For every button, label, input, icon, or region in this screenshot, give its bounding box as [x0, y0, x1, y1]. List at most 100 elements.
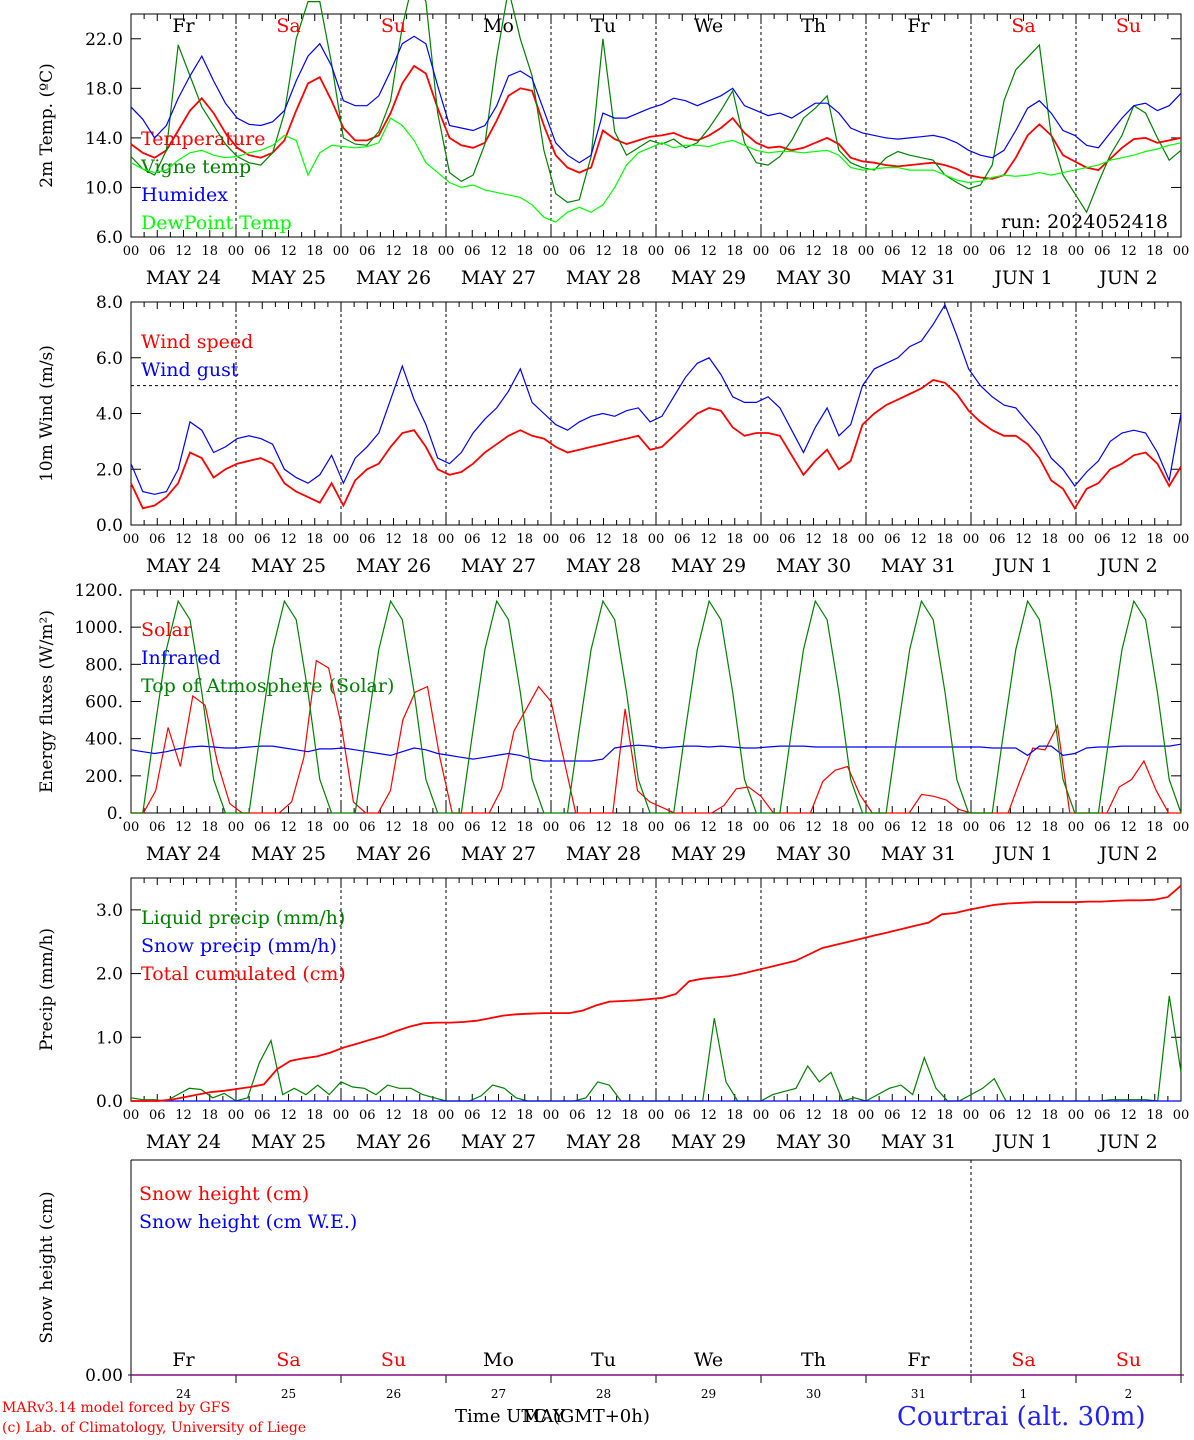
hour-label: 06: [989, 820, 1006, 835]
hour-label: 00: [438, 820, 455, 835]
date-label: MAY 27: [461, 843, 536, 865]
hour-label: 00: [123, 820, 140, 835]
y-tick-label: 0.: [107, 804, 123, 824]
y-axis-label: Snow height (cm): [37, 1191, 57, 1343]
legend-entry: Snow height (cm): [139, 1183, 309, 1205]
hour-label: 18: [411, 532, 428, 547]
hour-label: 12: [175, 532, 192, 547]
hour-label: 18: [516, 820, 533, 835]
day-number: 24: [176, 1387, 192, 1401]
day-name: Su: [381, 1349, 406, 1371]
day-number: 28: [596, 1387, 611, 1401]
hour-label: 06: [569, 1108, 586, 1123]
day-number: 1: [1020, 1387, 1028, 1401]
hour-label: 06: [779, 1108, 796, 1123]
y-axis-label: 10m Wind (m/s): [37, 345, 57, 482]
hour-label: 00: [858, 1108, 875, 1123]
hour-label: 18: [621, 820, 638, 835]
hour-label: 00: [963, 820, 980, 835]
series-line-3: [131, 884, 1182, 1102]
hour-label: 12: [700, 244, 717, 259]
series-line-2: [130, 0, 1182, 214]
hour-label: 18: [1041, 820, 1058, 835]
hour-label: 00: [333, 1108, 350, 1123]
y-tick-label: 10.0: [85, 178, 123, 198]
hour-label: 00: [333, 820, 350, 835]
hour-label: 06: [149, 820, 166, 835]
y-tick-label: 4.0: [96, 405, 123, 425]
y-tick-label: 0.00: [85, 1366, 123, 1386]
day-name: We: [694, 15, 723, 37]
date-label: MAY 27: [461, 267, 536, 289]
hour-label: 12: [1120, 244, 1137, 259]
hour-label: 06: [884, 1108, 901, 1123]
hour-label: 06: [359, 532, 376, 547]
date-label: MAY 27: [461, 1131, 536, 1153]
hour-label: 12: [175, 820, 192, 835]
day-name: Fr: [172, 15, 195, 37]
credit-line-1: MARv3.14 model forced by GFS: [2, 1400, 231, 1416]
hour-label: 06: [1094, 244, 1111, 259]
hour-label: 18: [306, 532, 323, 547]
hour-label: 06: [149, 244, 166, 259]
x-axis-title-overlap: MAY: [522, 1406, 565, 1427]
hour-label: 18: [1146, 244, 1163, 259]
hour-label: 00: [1068, 244, 1085, 259]
hour-label: 00: [963, 532, 980, 547]
legend-entry: Humidex: [141, 184, 228, 206]
day-name: Tu: [591, 1349, 616, 1371]
hour-label: 18: [621, 1108, 638, 1123]
date-label: MAY 26: [356, 267, 431, 289]
legend-entry: Wind gust: [141, 359, 239, 381]
day-name: Mo: [483, 15, 514, 37]
x-axis-title: Time UTC (GMT+0h): [455, 1406, 650, 1427]
hour-label: 18: [831, 1108, 848, 1123]
date-label: MAY 27: [461, 555, 536, 577]
hour-label: 12: [280, 244, 297, 259]
legend-entry: Liquid precip (mm/h): [141, 907, 345, 929]
hour-label: 06: [254, 820, 271, 835]
date-label: MAY 26: [356, 1131, 431, 1153]
hour-label: 12: [490, 532, 507, 547]
date-label: JUN 2: [1097, 843, 1157, 865]
hour-label: 12: [385, 244, 402, 259]
hour-label: 18: [1041, 532, 1058, 547]
y-axis-label: Precip (mm/h): [37, 928, 57, 1051]
series-line-3: [130, 35, 1182, 164]
hour-label: 06: [254, 1108, 271, 1123]
hour-label: 18: [411, 1108, 428, 1123]
hour-label: 12: [700, 1108, 717, 1123]
hour-label: 18: [411, 820, 428, 835]
hour-label: 18: [516, 244, 533, 259]
hour-label: 18: [1146, 820, 1163, 835]
hour-label: 12: [175, 244, 192, 259]
hour-label: 18: [726, 244, 743, 259]
y-tick-label: 2.0: [96, 460, 123, 480]
hour-label: 12: [385, 820, 402, 835]
hour-label: 00: [333, 532, 350, 547]
hour-label: 06: [674, 532, 691, 547]
hour-label: 18: [621, 532, 638, 547]
hour-label: 00: [123, 1108, 140, 1123]
hour-label: 12: [280, 820, 297, 835]
hour-label: 12: [490, 820, 507, 835]
day-number: 2: [1125, 1387, 1133, 1401]
date-label: MAY 31: [881, 843, 956, 865]
date-label: JUN 1: [992, 267, 1052, 289]
hour-label: 12: [1015, 532, 1032, 547]
hour-label: 18: [201, 244, 218, 259]
hour-label: 00: [648, 820, 665, 835]
date-label: MAY 29: [671, 1131, 746, 1153]
hour-label: 00: [648, 532, 665, 547]
hour-label: 00: [858, 532, 875, 547]
date-label: MAY 29: [671, 267, 746, 289]
legend-entry: Wind speed: [141, 331, 253, 353]
y-tick-label: 1000.: [74, 618, 123, 638]
hour-label: 06: [989, 532, 1006, 547]
date-label: MAY 31: [881, 267, 956, 289]
day-number: 26: [386, 1387, 401, 1401]
hour-label: 00: [543, 1108, 560, 1123]
hour-label: 06: [779, 244, 796, 259]
hour-label: 18: [831, 244, 848, 259]
